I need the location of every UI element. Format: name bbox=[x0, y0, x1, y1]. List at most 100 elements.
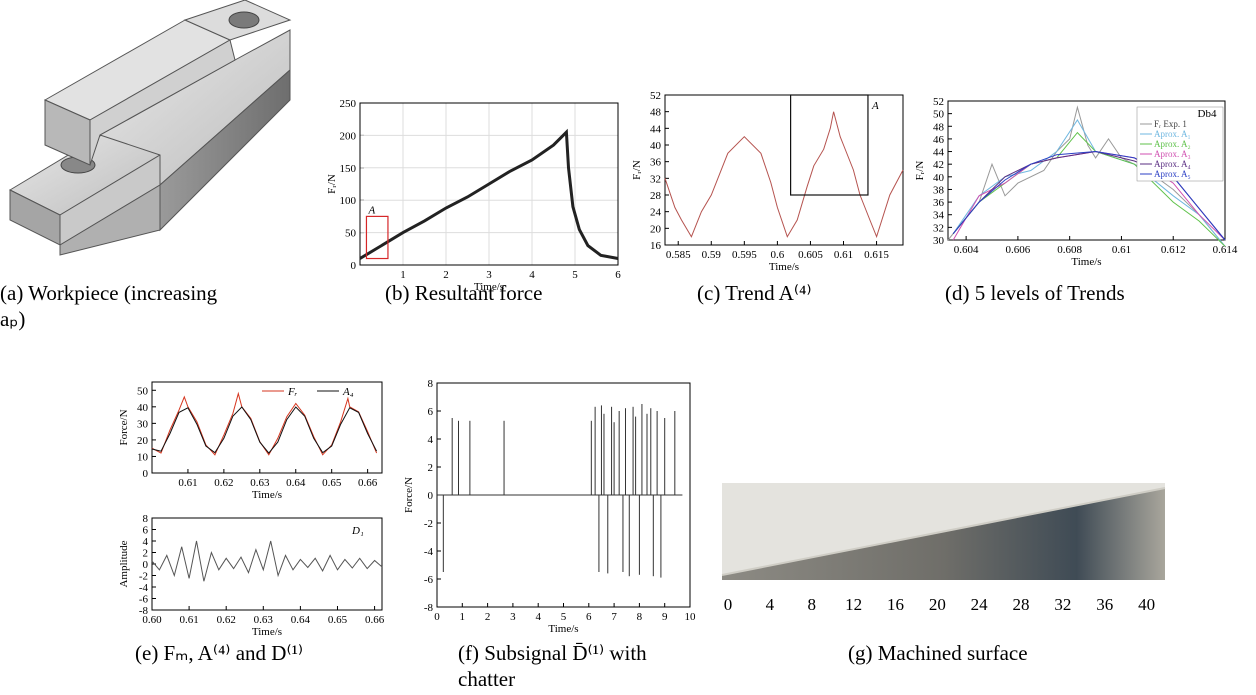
x-tick-label: 0.608 bbox=[1057, 244, 1082, 256]
y-tick-label: 34 bbox=[933, 210, 945, 222]
x-tick-label: 8 bbox=[637, 611, 643, 623]
y-axis-label: Fᵣ/N bbox=[326, 174, 338, 194]
scale-label: 32 bbox=[1054, 595, 1071, 614]
x-axis-label: Time/s bbox=[769, 261, 799, 273]
caption: (a) Workpiece (increasing bbox=[0, 281, 218, 305]
y-tick-label: 48 bbox=[933, 121, 945, 133]
y-tick-label: 36 bbox=[650, 157, 662, 169]
y-tick-label: 0 bbox=[143, 559, 149, 571]
x-tick-label: 6 bbox=[586, 611, 592, 623]
series-line bbox=[359, 128, 619, 260]
y-tick-label: -8 bbox=[139, 605, 149, 617]
y-tick-label: -8 bbox=[424, 602, 434, 614]
workpiece-drawing bbox=[8, 0, 292, 256]
scale-label: 0 bbox=[724, 595, 733, 614]
series-line bbox=[151, 406, 378, 454]
scale-label: 12 bbox=[845, 595, 862, 614]
scale-label: 40 bbox=[1138, 595, 1155, 614]
y-axis-label: Fᵣ/N bbox=[631, 160, 643, 180]
scale-label: 24 bbox=[971, 595, 989, 614]
x-axis-label: Time/s bbox=[1071, 256, 1101, 268]
series-line bbox=[151, 540, 383, 582]
y-tick-label: 20 bbox=[137, 435, 149, 447]
surface-photo bbox=[721, 483, 1166, 580]
caption: (f) Subsignal D̄⁽¹⁾ with bbox=[458, 641, 647, 665]
x-tick-label: 0.62 bbox=[217, 614, 236, 626]
x-tick-label: 0.59 bbox=[702, 249, 722, 261]
x-tick-label: 7 bbox=[611, 611, 617, 623]
scale-label: 20 bbox=[929, 595, 946, 614]
x-tick-label: 0.614 bbox=[1213, 244, 1238, 256]
legend-label: Aprox. A₅ bbox=[1154, 169, 1191, 179]
y-tick-label: -6 bbox=[139, 594, 149, 606]
y-tick-label: -4 bbox=[424, 546, 434, 558]
scale-label: 28 bbox=[1013, 595, 1030, 614]
legend-label: A₄ bbox=[342, 386, 354, 398]
x-tick-label: 0.615 bbox=[864, 249, 889, 261]
y-tick-label: 20 bbox=[650, 223, 662, 235]
legend-label: Aprox. A₂ bbox=[1154, 139, 1191, 149]
caption: chatter bbox=[458, 667, 515, 690]
y-tick-label: 44 bbox=[933, 147, 945, 159]
y-tick-label: 36 bbox=[933, 197, 945, 209]
y-tick-label: 50 bbox=[345, 228, 357, 240]
plot-frame bbox=[947, 100, 1226, 241]
y-tick-label: -4 bbox=[139, 582, 149, 594]
y-tick-label: 52 bbox=[933, 96, 944, 108]
scale-label: 16 bbox=[887, 595, 904, 614]
x-tick-label: 0.585 bbox=[666, 249, 691, 261]
x-axis-label: Time/s bbox=[548, 623, 578, 635]
region-label: A bbox=[367, 204, 375, 216]
x-tick-label: 5 bbox=[561, 611, 567, 623]
y-tick-label: 100 bbox=[340, 195, 357, 207]
legend-label: Aprox. A₁ bbox=[1154, 129, 1191, 139]
plot-frame bbox=[151, 381, 383, 474]
series-line bbox=[952, 119, 1226, 247]
x-tick-label: 3 bbox=[510, 611, 516, 623]
y-tick-label: 6 bbox=[143, 525, 149, 537]
series-line bbox=[952, 150, 1226, 241]
x-tick-label: 5 bbox=[572, 269, 578, 281]
x-tick-label: 0.61 bbox=[1112, 244, 1131, 256]
y-tick-label: 32 bbox=[933, 222, 944, 234]
legend-label: Fᵣ bbox=[287, 386, 298, 398]
y-tick-label: 30 bbox=[137, 418, 149, 430]
y-tick-label: 30 bbox=[933, 235, 945, 247]
legend-label: Aprox. A₄ bbox=[1154, 159, 1191, 169]
y-tick-label: -6 bbox=[424, 574, 434, 586]
caption: (b) Resultant force bbox=[385, 281, 542, 305]
annotation: D₁ bbox=[351, 525, 364, 537]
x-tick-label: 6 bbox=[615, 269, 621, 281]
y-tick-label: 48 bbox=[650, 107, 662, 119]
y-axis-label: Fᵣ/N bbox=[914, 161, 926, 181]
y-tick-label: 8 bbox=[143, 513, 149, 525]
y-tick-label: 10 bbox=[137, 451, 149, 463]
y-tick-label: 24 bbox=[650, 207, 662, 219]
caption: (e) Fₘ, A⁽⁴⁾ and D⁽¹⁾ bbox=[135, 641, 303, 665]
x-tick-label: 2 bbox=[485, 611, 491, 623]
x-tick-label: 0.64 bbox=[291, 614, 311, 626]
x-tick-label: 0.65 bbox=[322, 477, 342, 489]
y-tick-label: 38 bbox=[933, 184, 945, 196]
scale-label: 8 bbox=[807, 595, 816, 614]
x-tick-label: 1 bbox=[400, 269, 406, 281]
x-tick-label: 0.612 bbox=[1161, 244, 1186, 256]
y-tick-label: 250 bbox=[340, 98, 357, 110]
x-axis-label: Time/s bbox=[252, 489, 282, 501]
y-tick-label: 32 bbox=[650, 173, 661, 185]
y-tick-label: 0 bbox=[428, 490, 434, 502]
y-tick-label: 2 bbox=[143, 548, 149, 560]
y-tick-label: -2 bbox=[139, 571, 148, 583]
scale-label: 36 bbox=[1096, 595, 1113, 614]
x-tick-label: 0.606 bbox=[1006, 244, 1031, 256]
x-tick-label: 10 bbox=[685, 611, 697, 623]
x-tick-label: 0 bbox=[434, 611, 440, 623]
x-tick-label: 0.61 bbox=[834, 249, 853, 261]
x-tick-label: 0.63 bbox=[254, 614, 274, 626]
series-line bbox=[952, 131, 1226, 247]
x-tick-label: 0.604 bbox=[954, 244, 979, 256]
y-tick-label: 40 bbox=[650, 140, 662, 152]
y-tick-label: 50 bbox=[137, 385, 149, 397]
y-tick-label: 40 bbox=[933, 172, 945, 184]
legend-label: Fᵣ Exp. 1 bbox=[1154, 119, 1187, 129]
